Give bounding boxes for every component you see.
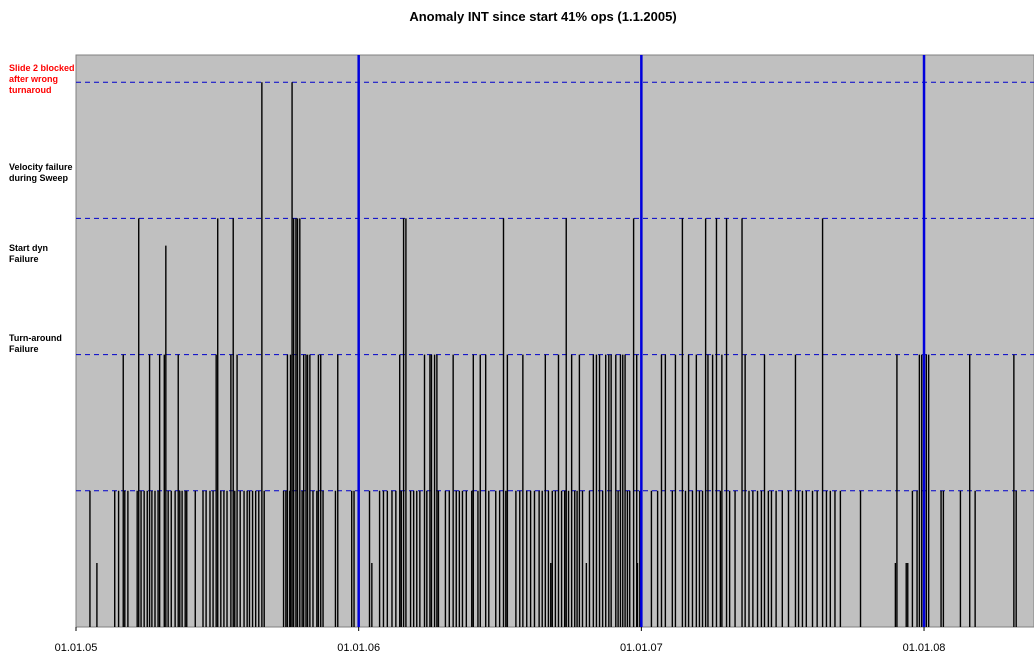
annotation-line: Start dyn (9, 243, 49, 253)
y-annotation: Velocity failure during Sweep (9, 162, 79, 184)
annotation-line: during Sweep (9, 173, 69, 183)
y-annotation: Slide 2 blocked after wrong turnaroud (9, 63, 79, 96)
annotation-line: after wrong (9, 74, 59, 84)
y-annotation: Start dyn Failure (9, 243, 79, 265)
annotation-line: Failure (9, 254, 39, 264)
x-tick-label: 01.01.05 (55, 642, 98, 654)
annotation-line: turnaroud (9, 85, 52, 95)
y-annotation: Turn-around Failure (9, 333, 79, 355)
x-tick-label: 01.01.08 (903, 642, 946, 654)
x-tick-label: 01.01.06 (337, 642, 380, 654)
annotation-line: Turn-around (9, 333, 62, 343)
annotation-line: Slide 2 blocked (9, 63, 75, 73)
annotation-line: Velocity failure (9, 162, 73, 172)
chart-title: Anomaly INT since start 41% ops (1.1.200… (409, 9, 676, 24)
x-tick-label: 01.01.07 (620, 642, 663, 654)
annotation-line: Failure (9, 344, 39, 354)
